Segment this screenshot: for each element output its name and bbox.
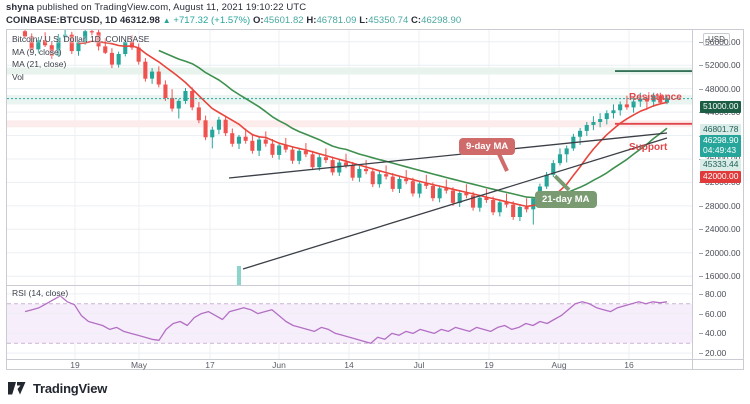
- chart-frame[interactable]: Bitcoin / U.S. Dollar, 1D, COINBASE MA (…: [6, 29, 744, 370]
- time-tick-label: 19: [70, 360, 80, 370]
- current-price-tag: 46298.90 04:49:43: [700, 135, 742, 157]
- time-tick-label: Jul: [413, 360, 425, 370]
- time-tick-label: 14: [344, 360, 354, 370]
- price-axis[interactable]: USD 56000.0052000.0048000.0044000.004000…: [693, 30, 743, 285]
- close-value: 46298.90: [421, 15, 462, 26]
- time-tick-label: 17: [205, 360, 215, 370]
- price-tick-mark: [699, 276, 703, 278]
- price-tick-label: 56000.00: [705, 36, 741, 47]
- price-tick-label: 28000.00: [705, 200, 741, 211]
- quote-line: COINBASE:BTCUSD, 1D 46312.98 ▲ +717.32 (…: [6, 15, 746, 26]
- time-divider: [7, 359, 743, 360]
- rsi-pane[interactable]: RSI (14, close): [7, 286, 692, 359]
- rsi-tick-label: 60.00: [705, 308, 727, 319]
- rsi-tick-mark: [699, 333, 703, 335]
- time-axis[interactable]: 19 May 17 Jun 14 Jul 19 Aug 16: [7, 360, 743, 370]
- tradingview-logo-icon: [8, 382, 28, 395]
- price-legend: Bitcoin / U.S. Dollar, 1D, COINBASE MA (…: [12, 33, 149, 83]
- pane-divider: [7, 285, 692, 286]
- axis-divider: [692, 30, 693, 369]
- price-tick-label: 20000.00: [705, 247, 741, 258]
- time-tick-label: 16: [624, 360, 634, 370]
- price-tick-mark: [699, 182, 703, 184]
- close-key: C:: [411, 15, 422, 26]
- price-tick-mark: [699, 41, 703, 43]
- change-arrow-icon: ▲: [162, 16, 171, 25]
- price-tick-label: 16000.00: [705, 271, 741, 282]
- price-tick-mark: [699, 65, 703, 67]
- price-tick-mark: [699, 229, 703, 231]
- legend-vol: Vol: [12, 71, 24, 82]
- price-pane[interactable]: Bitcoin / U.S. Dollar, 1D, COINBASE MA (…: [7, 30, 692, 285]
- legend-ma9: MA (9, close): [12, 46, 62, 57]
- ma-upper-price-tag: 46801.78: [700, 124, 742, 136]
- rsi-tick-label: 80.00: [705, 288, 727, 299]
- time-tick-label: Jun: [272, 360, 286, 370]
- rsi-plot[interactable]: [7, 286, 692, 359]
- current-price-countdown: 04:49:43: [703, 144, 737, 155]
- price-plot[interactable]: [7, 30, 692, 285]
- resistance-price-tag: 51000.00: [700, 101, 742, 113]
- low-key: L:: [359, 15, 369, 26]
- tradingview-brand-text: TradingView: [33, 381, 108, 396]
- rsi-tick-mark: [699, 353, 703, 355]
- ma21-callout: 21-day MA: [535, 191, 597, 208]
- symbol-label[interactable]: COINBASE:BTCUSD, 1D: [6, 15, 118, 26]
- currency-badge[interactable]: USD: [703, 33, 730, 46]
- price-tick-label: 24000.00: [705, 224, 741, 235]
- price-tick-label: 52000.00: [705, 60, 741, 71]
- publisher-line: shyna published on TradingView.com, Augu…: [6, 2, 746, 13]
- published-text: published on TradingView.com, August 11,…: [36, 2, 307, 13]
- resistance-label: Resistance: [629, 92, 682, 103]
- time-tick-label: 19: [484, 360, 494, 370]
- last-price: 46312.98: [119, 15, 160, 26]
- time-tick-label: May: [130, 360, 148, 370]
- time-tick-label: Aug: [551, 360, 567, 370]
- high-value: 46781.09: [316, 15, 357, 26]
- low-value: 45350.74: [368, 15, 409, 26]
- price-tick-mark: [699, 252, 703, 254]
- legend-rsi: RSI (14, close): [12, 288, 69, 298]
- legend-title: Bitcoin / U.S. Dollar, 1D, COINBASE: [12, 34, 150, 44]
- open-value: 45601.82: [263, 15, 304, 26]
- price-tick-label: 48000.00: [705, 83, 741, 94]
- price-tick-mark: [699, 205, 703, 207]
- footer-branding: TradingView: [8, 381, 107, 396]
- price-tick-mark: [699, 88, 703, 90]
- support-label: Support: [629, 142, 668, 153]
- current-price-value: 46298.90: [703, 135, 739, 145]
- ma-lower-price-tag: 45333.44: [700, 159, 742, 171]
- open-key: O:: [252, 15, 264, 26]
- rsi-tick-mark: [699, 293, 703, 295]
- publisher-name: shyna: [6, 2, 34, 13]
- chart-header: shyna published on TradingView.com, Augu…: [6, 2, 746, 26]
- rsi-tick-label: 40.00: [705, 328, 727, 339]
- legend-ma21: MA (21, close): [12, 59, 67, 69]
- support-price-tag: 42000.00: [700, 171, 742, 183]
- rsi-tick-label: 20.00: [705, 348, 727, 359]
- price-change: +717.32 (+1.57%): [173, 15, 251, 26]
- rsi-axis[interactable]: 80.00 60.00 40.00 20.00: [693, 286, 743, 359]
- ma9-callout: 9-day MA: [459, 138, 516, 155]
- high-key: H:: [306, 15, 317, 26]
- rsi-tick-mark: [699, 313, 703, 315]
